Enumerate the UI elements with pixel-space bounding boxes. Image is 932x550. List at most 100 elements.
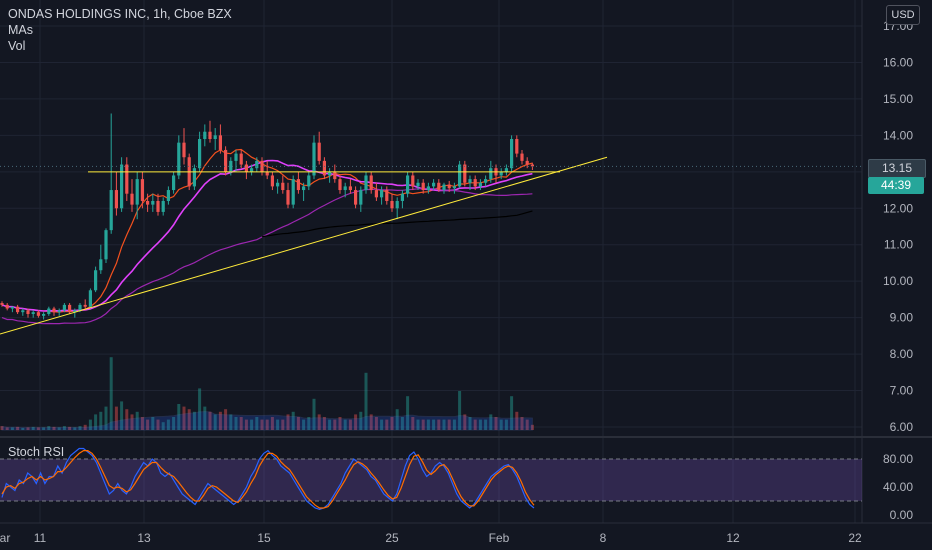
- symbol-title[interactable]: ONDAS HOLDINGS INC, 1h, Cboe BZX: [8, 7, 232, 21]
- volume-bar: [338, 417, 342, 430]
- price-tick-label: 12.00: [883, 201, 913, 215]
- volume-bar: [525, 419, 529, 430]
- volume-bar: [504, 419, 508, 430]
- candle-body: [260, 160, 264, 172]
- candle-body: [286, 190, 290, 205]
- volume-bar: [390, 417, 394, 430]
- volume-bar: [380, 419, 384, 430]
- candle-body: [109, 190, 113, 231]
- price-tick-label: 14.00: [883, 128, 913, 142]
- candle-body: [317, 142, 321, 161]
- volume-bar: [255, 417, 259, 430]
- candle-body: [99, 259, 103, 271]
- candle-body: [307, 175, 311, 187]
- volume-bar: [478, 419, 482, 430]
- volume-bar: [177, 404, 181, 430]
- volume-bar: [276, 419, 280, 430]
- volume-bar: [458, 391, 462, 430]
- volume-bar: [239, 417, 243, 430]
- volume-bar: [78, 426, 82, 430]
- candle-body: [31, 312, 35, 314]
- stoch-rsi-pane: [0, 447, 862, 511]
- candle-body: [239, 153, 243, 165]
- candle-body: [192, 168, 196, 187]
- volume-bar: [104, 406, 108, 430]
- candle-body: [416, 182, 420, 187]
- candle-body: [458, 164, 462, 187]
- ma-indicator-label[interactable]: MAs: [8, 23, 33, 37]
- rsi-tick-label: 80.00: [883, 452, 913, 466]
- volume-bar: [265, 419, 269, 430]
- candle-body: [135, 179, 139, 205]
- volume-bar: [68, 426, 72, 430]
- candle-body: [198, 139, 202, 169]
- candle-body: [400, 193, 404, 201]
- candle-body: [421, 182, 425, 191]
- volume-bar: [354, 414, 358, 430]
- volume-bar: [437, 419, 441, 430]
- candle-body: [504, 168, 508, 172]
- ascending-trendline: [0, 156, 608, 335]
- volume-bar: [432, 419, 436, 430]
- candle-body: [364, 175, 368, 191]
- candle-body: [338, 179, 342, 191]
- volume-bar: [151, 417, 155, 430]
- volume-bar: [463, 414, 467, 430]
- volume-bar: [5, 427, 9, 430]
- candle-body: [203, 131, 207, 140]
- stoch-d-line: [1, 450, 535, 509]
- time-tick-label: 12: [726, 531, 740, 545]
- volume-indicator-label[interactable]: Vol: [8, 39, 26, 53]
- candle-body: [426, 186, 430, 191]
- volume-bar: [447, 419, 451, 430]
- price-tick-label: 11.00: [884, 238, 913, 252]
- volume-bar: [520, 417, 524, 430]
- volume-bar: [244, 419, 248, 430]
- candle-body: [354, 190, 358, 205]
- currency-button[interactable]: USD: [886, 5, 920, 25]
- candle-body: [333, 171, 337, 180]
- time-tick-label: Mar: [0, 531, 10, 545]
- volume-bar: [281, 419, 285, 430]
- volume-bar: [312, 398, 316, 430]
- candle-body: [21, 310, 25, 313]
- candle-body: [499, 171, 503, 176]
- candle-body: [437, 182, 441, 191]
- candle-body: [322, 160, 326, 176]
- candle-body: [478, 182, 482, 187]
- volume-bar: [317, 414, 321, 430]
- candle-body: [78, 304, 82, 311]
- volume-bar: [406, 396, 410, 430]
- candle-body: [5, 304, 9, 309]
- price-tick-label: 8.00: [890, 347, 914, 361]
- candle-body: [270, 175, 274, 187]
- volume-bar: [494, 417, 498, 430]
- volume-bar: [270, 417, 274, 430]
- price-tick-label: 6.00: [890, 420, 914, 434]
- candle-body: [88, 290, 92, 307]
- candle-body: [125, 164, 129, 194]
- candle-body: [359, 190, 363, 205]
- candle-body: [161, 200, 165, 212]
- ma-long-line: [261, 210, 533, 238]
- volume-bar: [36, 427, 40, 430]
- candle-body: [281, 182, 285, 191]
- candle-body: [218, 135, 222, 150]
- candle-body: [489, 168, 493, 180]
- candle-body: [390, 200, 394, 209]
- stoch-rsi-label[interactable]: Stoch RSI: [8, 445, 65, 459]
- candle-body: [520, 153, 524, 161]
- candle-body: [250, 168, 254, 172]
- candle-body: [224, 149, 228, 172]
- candle-body: [229, 160, 233, 172]
- candle-body: [73, 310, 77, 313]
- volume-bar: [291, 411, 295, 430]
- volume-bar: [166, 419, 170, 430]
- candle-body: [140, 179, 144, 201]
- candle-body: [0, 303, 4, 305]
- candle-body: [343, 186, 347, 191]
- volume-bar: [369, 414, 373, 430]
- candle-body: [42, 313, 46, 316]
- volume-bar: [26, 427, 30, 430]
